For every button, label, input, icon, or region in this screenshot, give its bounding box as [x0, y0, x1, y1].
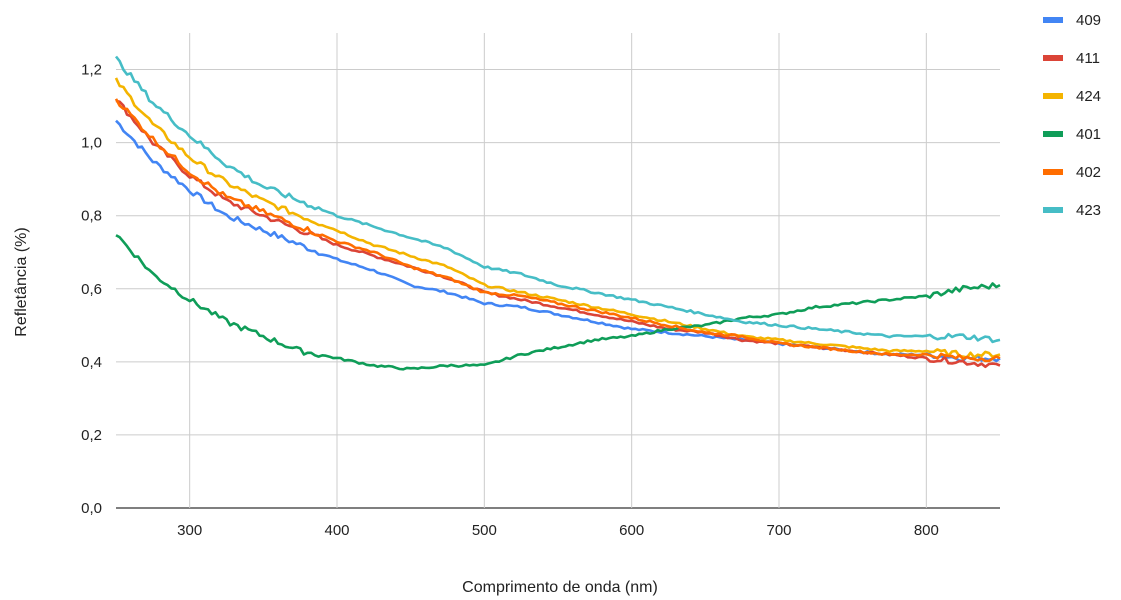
y-tick-label: 0,6: [81, 281, 102, 298]
series-line-409: [115, 119, 1001, 363]
series-layer: [114, 55, 1001, 371]
x-tick-label: 300: [177, 522, 202, 539]
legend: 409 411 424 401 402 423: [1043, 12, 1101, 219]
legend-label-424: 424: [1076, 88, 1101, 105]
legend-label-409: 409: [1076, 12, 1101, 29]
series-line-411: [115, 99, 1001, 369]
y-tick-label: 1,0: [81, 135, 102, 152]
x-tick-label: 600: [619, 522, 644, 539]
y-tick-label: 0,0: [81, 500, 102, 517]
x-axis-title: Comprimento de onda (nm): [462, 579, 658, 596]
legend-label-401: 401: [1076, 126, 1101, 143]
x-tick-label: 400: [324, 522, 349, 539]
x-tick-label: 700: [766, 522, 791, 539]
y-tick-label: 0,4: [81, 354, 102, 371]
x-tick-label: 500: [472, 522, 497, 539]
y-tick-label: 0,8: [81, 208, 102, 225]
y-axis-title: Refletância (%): [13, 227, 30, 336]
legend-label-423: 423: [1076, 202, 1101, 219]
series-line-401: [115, 234, 1001, 371]
y-tick-label: 0,2: [81, 427, 102, 444]
y-tick-label: 1,2: [81, 62, 102, 79]
series-line-423: [114, 55, 1001, 344]
x-tick-label: 800: [914, 522, 939, 539]
legend-label-411: 411: [1076, 50, 1100, 67]
axis-layer: 0,0 0,2 0,4 0,6 0,8 1,0 1,2 300 400 500 600 700 800: [81, 62, 939, 539]
grid-layer: [116, 33, 1000, 509]
series-line-402: [114, 98, 1001, 363]
legend-label-402: 402: [1076, 164, 1101, 181]
series-line-424: [114, 77, 1001, 359]
